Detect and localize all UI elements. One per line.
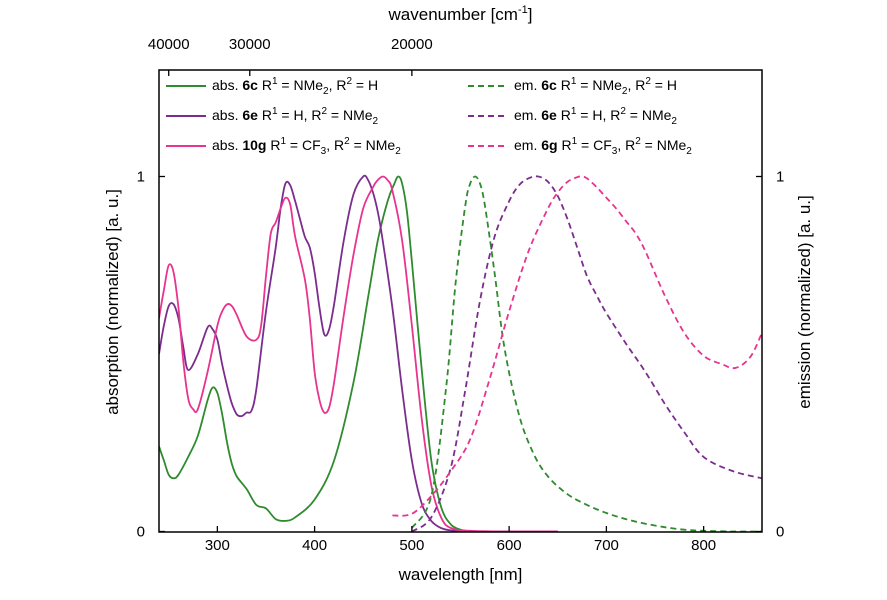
legend-entry: abs. 6e R1 = H, R2 = NMe2 [212,106,379,127]
series-layer [159,174,762,532]
series-line-em-6e [411,175,762,532]
y-right-tick-label: 1 [776,169,784,186]
legend-entry: em. 6c R1 = NMe2, R2 = H [514,76,677,97]
x-tick-label: 300 [205,537,230,554]
series-line-em-6c [411,175,762,532]
top-axis-label: wavenumber [cm-1] [388,4,533,24]
legend: abs. 6c R1 = NMe2, R2 = H em. 6c R1 = NMe… [166,76,692,157]
y-tick-label: 1 [137,169,145,186]
y-right-tick-label: 0 [776,524,784,541]
legend-entry: em. 6g R1 = CF3, R2 = NMe2 [514,136,692,157]
x-axis-label: wavelength [nm] [398,565,523,584]
top-tick-label: 20000 [391,36,433,53]
legend-entry: em. 6e R1 = H, R2 = NMe2 [514,106,677,127]
series-line-em-6g [392,175,762,517]
top-tick-label: 40000 [148,36,190,53]
x-tick-label: 500 [399,537,424,554]
y-tick-label: 0 [137,524,145,541]
x-tick-label: 400 [302,537,327,554]
x-tick-label: 600 [497,537,522,554]
legend-entry: abs. 10g R1 = CF3, R2 = NMe2 [212,136,401,157]
ticks-layer [159,70,762,533]
series-line-abs-6c [159,175,471,532]
y-right-axis-label: emission (normalized) [a. u.] [795,195,814,409]
top-tick-label: 30000 [229,36,271,53]
y-axis-label: absorption (normalized) [a. u.] [103,189,122,415]
legend-entry: abs. 6c R1 = NMe2, R2 = H [212,76,378,97]
labels-layer: 300 400 500 600 700 800 0 0 1 1 40000 30000 20000 wav… [103,4,814,584]
x-tick-label: 700 [594,537,619,554]
plot-frame [158,69,763,533]
x-tick-label: 800 [691,537,716,554]
series-line-abs-6e [159,174,558,532]
series-line-abs-10g [159,175,558,532]
